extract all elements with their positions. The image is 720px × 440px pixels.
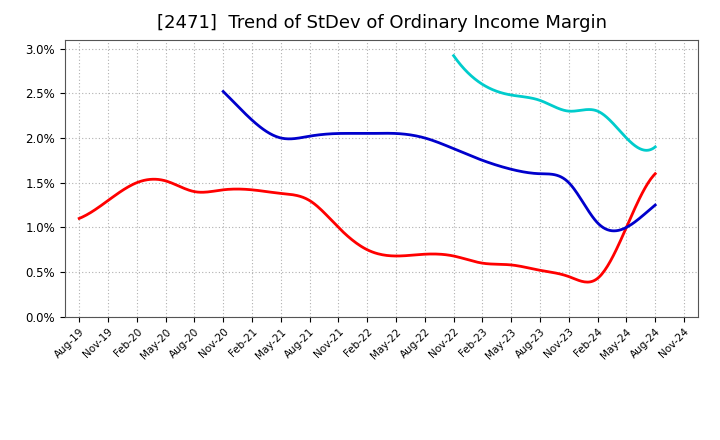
5 Years xyxy=(533,171,541,176)
7 Years xyxy=(596,110,605,115)
7 Years xyxy=(515,94,523,99)
5 Years xyxy=(610,228,618,234)
Title: [2471]  Trend of StDev of Ordinary Income Margin: [2471] Trend of StDev of Ordinary Income… xyxy=(157,15,606,33)
7 Years xyxy=(642,148,651,153)
3 Years xyxy=(437,252,446,257)
7 Years xyxy=(529,96,538,101)
5 Years xyxy=(359,131,368,136)
5 Years xyxy=(390,131,399,136)
7 Years xyxy=(576,108,585,113)
3 Years xyxy=(493,262,502,267)
7 Years xyxy=(651,144,660,150)
7 Years xyxy=(474,79,482,84)
5 Years xyxy=(531,171,539,176)
3 Years xyxy=(144,177,153,182)
3 Years xyxy=(75,216,84,221)
3 Years xyxy=(583,279,592,285)
3 Years xyxy=(303,197,312,202)
7 Years xyxy=(595,109,603,114)
5 Years xyxy=(490,162,499,167)
5 Years xyxy=(651,202,660,208)
Line: 5 Years: 5 Years xyxy=(223,92,655,231)
7 Years xyxy=(449,53,458,59)
3 Years xyxy=(490,261,499,267)
Line: 3 Years: 3 Years xyxy=(79,174,655,282)
Line: 7 Years: 7 Years xyxy=(454,56,655,150)
3 Years xyxy=(263,189,271,194)
5 Years xyxy=(219,89,228,94)
5 Years xyxy=(271,133,279,139)
3 Years xyxy=(651,171,660,176)
